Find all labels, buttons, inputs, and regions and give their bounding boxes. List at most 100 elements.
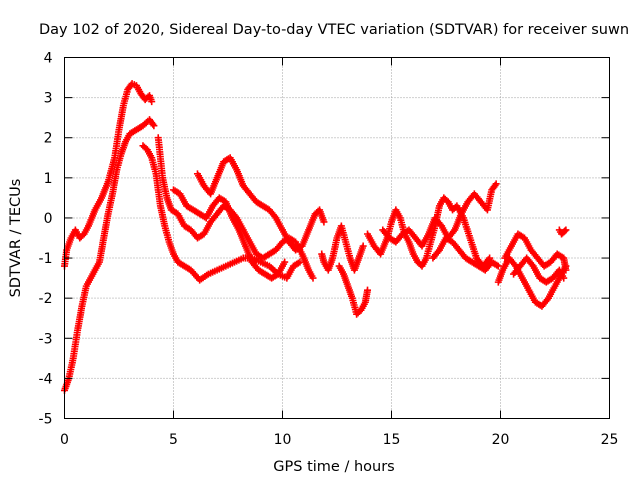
data-point-run	[111, 128, 123, 159]
data-point	[150, 122, 158, 130]
satellite-track	[379, 180, 500, 250]
data-point-run	[241, 184, 252, 196]
data-point-run	[509, 232, 521, 248]
data-point	[281, 258, 289, 266]
data-point-run	[519, 276, 532, 292]
data-point-run	[208, 212, 220, 224]
data-point-run	[85, 208, 98, 228]
data-point-run	[318, 252, 327, 264]
data-point-run	[526, 288, 538, 304]
x-tick-label: 10	[274, 432, 292, 448]
chart-title: Day 102 of 2020, Sidereal Day-to-day VTE…	[39, 22, 629, 38]
y-tick-label: 2	[44, 131, 53, 147]
y-tick-label: -5	[39, 412, 53, 428]
data-point-run	[299, 228, 312, 248]
data-point-run	[489, 259, 501, 269]
data-point-run	[74, 304, 85, 332]
data-point-run	[275, 260, 288, 276]
data-point-run	[78, 284, 90, 308]
data-point-run	[261, 203, 272, 213]
data-point-run	[287, 235, 298, 245]
data-point-run	[182, 223, 193, 233]
data-point-run	[463, 255, 474, 265]
satellite-track	[318, 222, 367, 274]
data-point-run	[293, 243, 304, 253]
data-point-run	[115, 104, 127, 131]
data-point-run	[402, 232, 412, 244]
data-point-run	[365, 232, 377, 248]
data-point-run	[263, 271, 274, 281]
data-point-run	[214, 160, 227, 180]
data-point-run	[147, 117, 157, 128]
data-points	[61, 80, 570, 394]
data-point	[486, 254, 494, 262]
data-point-run	[377, 236, 390, 256]
data-point-run	[470, 259, 481, 269]
data-point-run	[182, 263, 193, 273]
data-point-run	[140, 143, 150, 152]
data-point-run	[336, 264, 346, 276]
data-point-run	[530, 264, 543, 280]
data-point-run	[432, 216, 444, 228]
data-point-run	[472, 192, 484, 204]
x-axis-label: GPS time / hours	[273, 459, 394, 475]
x-tick-label: 20	[492, 432, 510, 448]
data-point-run	[259, 259, 271, 269]
satellite-track	[501, 230, 570, 274]
data-point-run	[284, 264, 296, 280]
data-point-run	[342, 240, 353, 260]
data-point-run	[123, 132, 133, 144]
data-point-run	[77, 231, 87, 241]
data-point-run	[138, 91, 148, 102]
data-point-run	[446, 228, 457, 240]
data-point-run	[203, 204, 216, 220]
data-point-run	[537, 275, 549, 285]
data-point-run	[437, 196, 447, 208]
y-tick-label: -2	[39, 291, 53, 307]
data-point	[562, 266, 570, 274]
data-point-run	[273, 240, 285, 252]
satellite-track	[193, 154, 328, 254]
y-axis-label: SDTVAR / TECUs	[8, 179, 24, 298]
data-point-run	[452, 212, 464, 232]
data-point-run	[476, 263, 488, 273]
data-point-run	[171, 187, 182, 197]
data-point-run	[247, 192, 259, 204]
data-point-run	[441, 195, 451, 205]
data-point-run	[191, 207, 202, 217]
data-point-run	[269, 271, 280, 281]
data-point-run	[546, 284, 558, 300]
data-point-run	[92, 196, 104, 212]
data-point-run	[100, 212, 112, 240]
data-point-run	[256, 267, 267, 277]
data-point-run	[141, 117, 152, 128]
data-point	[492, 180, 500, 188]
data-point-run	[354, 308, 363, 317]
data-point-run	[134, 123, 145, 133]
satellite-track	[61, 116, 158, 394]
data-point-run	[247, 240, 259, 256]
data-point	[560, 274, 568, 282]
data-point-run	[96, 236, 107, 264]
satellite-track	[61, 80, 156, 270]
data-point-run	[393, 208, 403, 220]
y-tick-label: -3	[39, 331, 53, 347]
data-point-run	[81, 224, 91, 236]
y-tick-label: 3	[44, 91, 53, 107]
data-point-run	[144, 148, 155, 160]
data-point-run	[224, 259, 236, 269]
data-point-run	[233, 255, 245, 265]
data-point-run	[161, 224, 172, 244]
data-point-run	[387, 235, 398, 245]
data-point-run	[195, 172, 207, 188]
data-point-run	[236, 228, 249, 248]
data-point-run	[134, 84, 144, 96]
data-point-run	[306, 268, 316, 280]
plot-frame	[64, 57, 610, 419]
data-point-run	[105, 192, 116, 216]
data-point-run	[280, 228, 292, 244]
data-point-run	[229, 216, 242, 232]
data-point-run	[542, 259, 553, 269]
data-point-run	[406, 228, 418, 240]
data-point-run	[169, 207, 180, 217]
